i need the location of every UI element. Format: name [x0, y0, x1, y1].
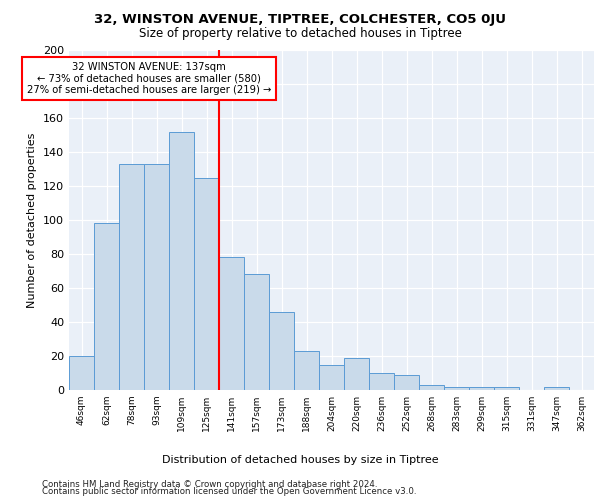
Bar [294, 351, 319, 390]
Bar [219, 258, 244, 390]
Text: Distribution of detached houses by size in Tiptree: Distribution of detached houses by size … [161, 455, 439, 465]
Text: 32, WINSTON AVENUE, TIPTREE, COLCHESTER, CO5 0JU: 32, WINSTON AVENUE, TIPTREE, COLCHESTER,… [94, 12, 506, 26]
Text: Contains HM Land Registry data © Crown copyright and database right 2024.: Contains HM Land Registry data © Crown c… [42, 480, 377, 489]
Bar [169, 132, 194, 390]
Bar [544, 386, 569, 390]
Bar [369, 373, 394, 390]
Bar [144, 164, 169, 390]
Bar [269, 312, 294, 390]
Text: Size of property relative to detached houses in Tiptree: Size of property relative to detached ho… [139, 28, 461, 40]
Y-axis label: Number of detached properties: Number of detached properties [28, 132, 37, 308]
Bar [494, 386, 519, 390]
Text: 32 WINSTON AVENUE: 137sqm
← 73% of detached houses are smaller (580)
27% of semi: 32 WINSTON AVENUE: 137sqm ← 73% of detac… [27, 62, 271, 95]
Bar [419, 385, 444, 390]
Bar [469, 386, 494, 390]
Bar [319, 364, 344, 390]
Bar [344, 358, 369, 390]
Bar [394, 374, 419, 390]
Bar [119, 164, 144, 390]
Bar [194, 178, 219, 390]
Bar [94, 224, 119, 390]
Bar [244, 274, 269, 390]
Bar [444, 386, 469, 390]
Bar [69, 356, 94, 390]
Text: Contains public sector information licensed under the Open Government Licence v3: Contains public sector information licen… [42, 487, 416, 496]
